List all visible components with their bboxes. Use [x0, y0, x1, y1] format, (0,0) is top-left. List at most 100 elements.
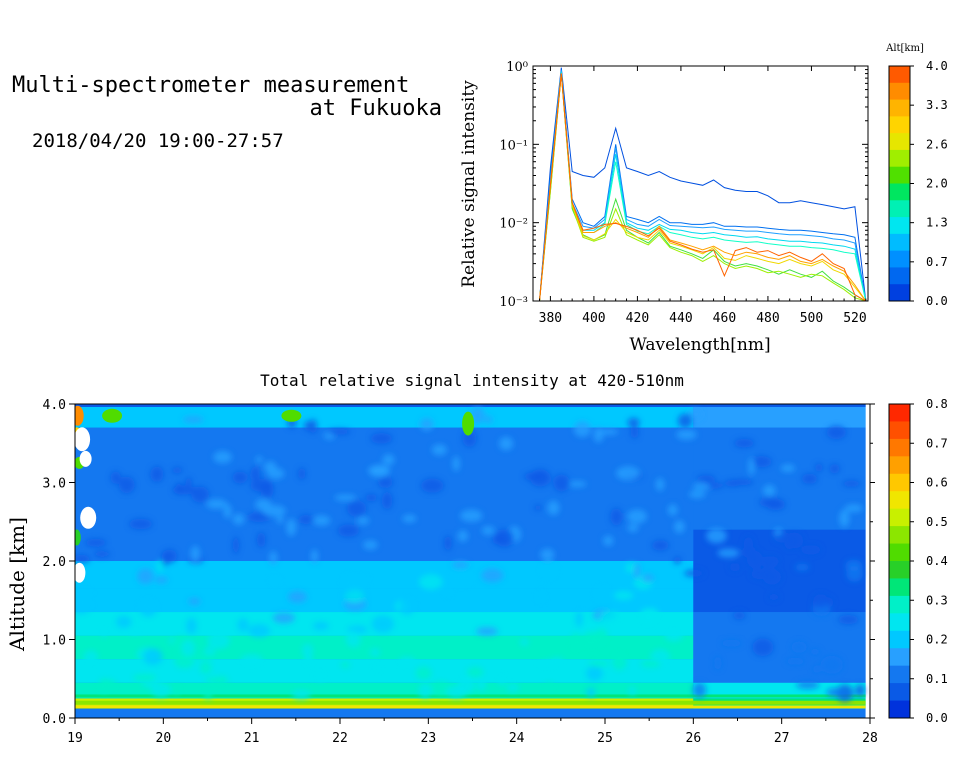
heatmap-edge-feature-6: [75, 562, 86, 583]
altitude-colorbar-title: Alt[km]: [885, 43, 924, 54]
heatmap-speckle: [696, 475, 716, 483]
spectrum-x-tick-label-0: 380: [539, 311, 562, 326]
heatmap-speckle: [313, 669, 327, 682]
heatmap-speckle: [815, 463, 823, 472]
date-range: 2018/04/20 19:00-27:57: [32, 130, 284, 152]
heatmap-speckle: [613, 590, 634, 601]
heatmap-speckle: [344, 589, 365, 604]
heatmap-speckle: [139, 599, 158, 617]
heatmap-speckle: [298, 514, 314, 525]
heatmap-speckle: [75, 554, 90, 563]
altitude-colorbar-swatch-8: [889, 200, 910, 218]
heatmap-speckle: [470, 406, 485, 424]
heatmap-edge-feature-5: [80, 506, 97, 529]
heatmap-speckle: [484, 415, 493, 424]
intensity-colorbar: 0.8 0.7 0.6 0.5 0.4 0.3 0.2 0.1 0.0: [888, 397, 948, 725]
heatmap-speckle: [651, 540, 669, 551]
heatmap-speckle: [402, 514, 417, 523]
heatmap-speckle: [598, 428, 619, 435]
heatmap-speckle: [594, 586, 611, 602]
figure-title-line-1: Multi-spectrometer measurement: [12, 73, 410, 98]
heatmap-speckle: [641, 574, 654, 583]
heatmap-speckle: [529, 469, 551, 487]
heatmap-speckle: [443, 586, 452, 596]
heatmap-speckle: [162, 549, 177, 563]
heatmap-speckle: [791, 641, 807, 653]
heatmap-speckle: [357, 643, 372, 655]
heatmap-speckle: [499, 436, 514, 451]
heatmap-speckle: [452, 456, 460, 472]
heatmap-speckle: [195, 653, 214, 660]
intensity-colorbar-swatch-12: [889, 613, 910, 632]
spectrum-x-tick-label-5: 480: [756, 311, 779, 326]
heatmap-speckle: [101, 624, 107, 638]
heatmap-x-tick-label-5: 24: [509, 731, 525, 746]
heatmap-speckle: [673, 556, 681, 564]
heatmap-speckle: [706, 528, 727, 544]
heatmap-speckle: [328, 428, 351, 435]
heatmap-speckle: [497, 673, 507, 686]
heatmap-speckle: [101, 679, 117, 690]
intensity-colorbar-labels: 0.8 0.7 0.6 0.5 0.4 0.3 0.2 0.1 0.0: [910, 397, 948, 725]
heatmap-speckle: [204, 688, 212, 700]
spectrum-series-line-1: [539, 69, 867, 301]
heatmap-speckle: [844, 504, 863, 513]
heatmap-speckle: [171, 467, 183, 474]
heatmap-speckle: [684, 569, 704, 577]
heatmap-speckle: [595, 628, 608, 644]
heatmap-speckle: [639, 608, 654, 626]
intensity-colorbar-label-3: 0.5: [926, 515, 948, 529]
altitude-colorbar-labels: 4.0 3.3 2.6 2.0 1.3 0.7 0.0: [910, 59, 948, 308]
heatmap-speckle: [599, 610, 621, 624]
heatmap-edge-feature-8: [102, 408, 123, 423]
heatmap-speckle: [534, 504, 542, 511]
heatmap-speckle: [262, 505, 286, 517]
heatmap-speckle: [786, 657, 805, 665]
heatmap-speckle: [633, 563, 641, 579]
heatmap-speckle: [334, 494, 357, 502]
altitude-colorbar-swatch-3: [889, 116, 910, 134]
heatmap-speckle: [826, 687, 843, 697]
heatmap-speckle: [746, 550, 764, 569]
heatmap-speckle: [213, 450, 232, 464]
heatmap-speckle: [751, 455, 772, 468]
heatmap-speckle: [174, 652, 195, 669]
heatmap-speckle: [75, 596, 92, 615]
heatmap-speckle: [547, 500, 560, 516]
heatmap-speckle: [784, 536, 795, 550]
heatmap-speckle: [143, 648, 163, 665]
intensity-colorbar-label-5: 0.3: [926, 593, 948, 607]
heatmap-speckle: [544, 682, 554, 692]
heatmap-speckle: [506, 683, 520, 692]
altitude-colorbar-label-1: 3.3: [926, 98, 948, 112]
spectrum-x-tick-label-7: 520: [843, 311, 866, 326]
spectrum-y-tick-label-2: 10⁻¹: [499, 138, 528, 153]
spectrum-x-tick-label-6: 500: [800, 311, 823, 326]
heatmap-edge-feature-7: [75, 529, 81, 546]
heatmap-top-edge: [75, 404, 866, 407]
heatmap-speckle: [676, 429, 697, 440]
heatmap-speckle: [714, 656, 722, 670]
heatmap-low-stripe-2: [75, 694, 866, 698]
heatmap-speckle: [342, 574, 355, 593]
spectrum-y-tick-label-1: 10⁻²: [499, 217, 528, 232]
heatmap-speckle: [536, 660, 558, 670]
heatmap-speckle: [269, 577, 282, 584]
spectrum-series-line-8: [539, 73, 867, 301]
altitude-colorbar-swatch-12: [889, 267, 910, 285]
heatmap-speckle: [185, 477, 192, 487]
heatmap-speckle: [812, 594, 829, 609]
heatmap-speckle: [312, 515, 331, 526]
heatmap-speckle: [836, 684, 854, 702]
intensity-colorbar-swatch-16: [889, 683, 910, 702]
intensity-colorbar-swatch-11: [889, 595, 910, 614]
intensity-colorbar-swatch-3: [889, 456, 910, 475]
heatmap-speckle: [232, 513, 245, 525]
heatmap-speckle: [674, 520, 685, 534]
heatmap-speckle: [655, 478, 665, 491]
heatmap-y-tick-label-4: 4.0: [43, 398, 66, 413]
altitude-colorbar: Alt[km] 4.0 3.3 2.6 2.0 1.3 0.7 0.0: [885, 43, 948, 308]
intensity-colorbar-label-4: 0.4: [926, 554, 948, 568]
heatmap-x-tick-label-8: 27: [774, 731, 790, 746]
heatmap-speckle: [118, 476, 135, 494]
